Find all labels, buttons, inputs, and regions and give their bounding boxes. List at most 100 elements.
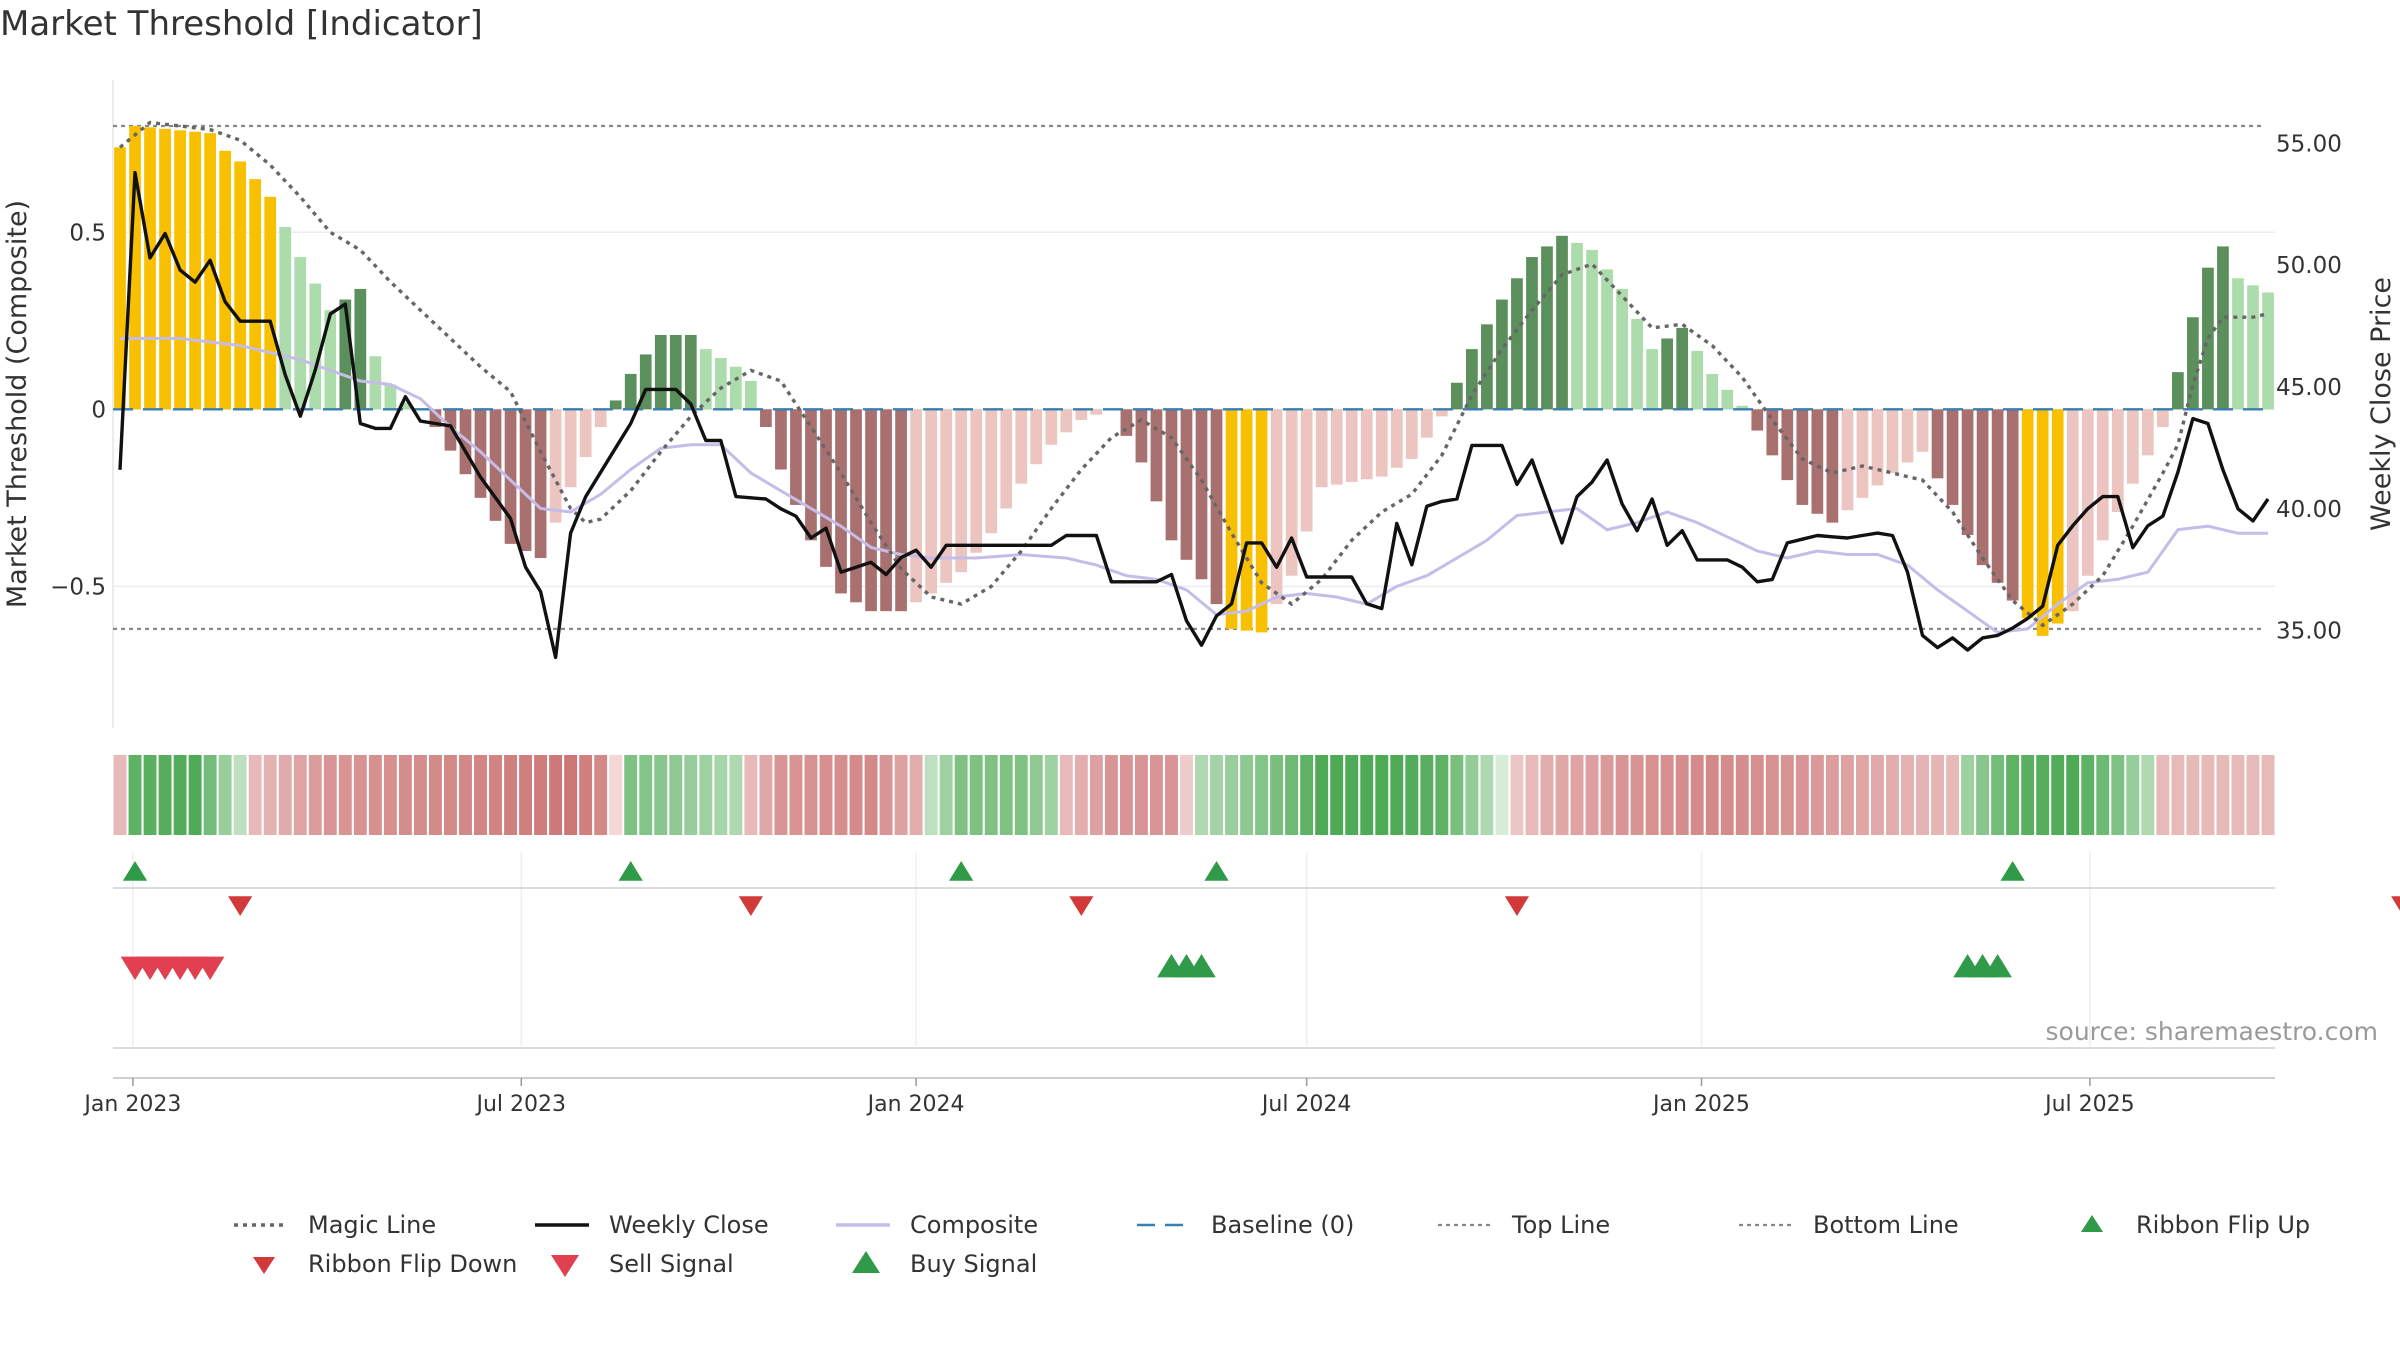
histogram-bar (790, 409, 802, 505)
histogram-bar (1135, 409, 1148, 463)
histogram-bar (1991, 409, 2004, 583)
ribbon-flip-down-marker (2391, 896, 2400, 911)
ribbon-cell (158, 755, 172, 835)
left-tick-label: −0.5 (50, 574, 106, 600)
histogram-bar (1841, 409, 1854, 511)
ribbon-cell (1360, 755, 1374, 835)
histogram-bar (835, 409, 847, 594)
sell-signal-marker (195, 956, 225, 980)
histogram-bar (1330, 409, 1343, 485)
histogram-bar (699, 349, 712, 410)
ribbon-cell (804, 755, 818, 835)
histogram-bar (579, 409, 592, 458)
ribbon-cell (1540, 755, 1554, 835)
ribbon-cell (248, 755, 262, 835)
histogram-bar (204, 133, 216, 410)
histogram-bar (1030, 409, 1043, 465)
histogram-bar (324, 310, 337, 410)
legend-swatch (253, 1257, 275, 1274)
ribbon-cell (323, 755, 337, 835)
ribbon-cell (1435, 755, 1449, 835)
ribbon-cell (368, 755, 382, 835)
histogram-bar (339, 299, 352, 410)
ribbon-cell (128, 755, 142, 835)
ribbon-cell (939, 755, 953, 835)
histogram-bar (1255, 409, 1268, 633)
histogram-bar (1165, 409, 1178, 541)
histogram-bar (189, 131, 201, 410)
histogram-bar (504, 409, 517, 544)
weekly-close-line (118, 170, 2270, 660)
histogram-bar (1360, 409, 1373, 480)
legend-item: Ribbon Flip Up (2081, 1211, 2310, 1239)
legend-label: Buy Signal (910, 1250, 1037, 1278)
ribbon-cell (504, 755, 518, 835)
histogram-bar (805, 409, 817, 541)
ribbon-cell (2216, 755, 2230, 835)
histogram-bar (399, 402, 412, 410)
legend-item: Ribbon Flip Down (253, 1250, 517, 1278)
ribbon-cell (594, 755, 608, 835)
ribbon-flip-up-marker (2000, 861, 2025, 881)
histogram-bar (2232, 278, 2244, 410)
histogram-bar (1000, 409, 1013, 509)
histogram-bar (925, 409, 937, 594)
legend-item: Baseline (0) (1137, 1211, 1354, 1239)
histogram-bar (1751, 409, 1764, 431)
ribbon-cell (1720, 755, 1734, 835)
ribbon-cell (909, 755, 923, 835)
histogram-bar (1195, 409, 1208, 580)
ribbon-cell (459, 755, 472, 835)
ribbon-cell (1300, 755, 1314, 835)
histogram-bar (1315, 409, 1328, 488)
ribbon-cell (654, 755, 668, 835)
ribbon-cell (1029, 755, 1043, 835)
left-tick-label: 0 (91, 397, 106, 423)
right-tick-label: 55.00 (2276, 131, 2342, 157)
histogram-bar (2096, 409, 2109, 541)
ribbon-cell (1270, 755, 1284, 835)
ribbon-flip-down-marker (1069, 896, 1094, 916)
histogram-bar (970, 409, 983, 553)
histogram-bar (895, 409, 907, 612)
histogram-bar (1976, 409, 1989, 566)
ribbon-cell (2006, 755, 2020, 835)
legend-item: Top Line (1438, 1211, 1610, 1239)
histogram-bar (1015, 409, 1028, 484)
buy-signal-marker (1187, 954, 1216, 978)
ribbon-cell (398, 755, 412, 835)
histogram-bar (1931, 409, 1944, 479)
histogram-bar (1466, 349, 1478, 410)
histogram-bar (654, 334, 667, 410)
legend-item: Weekly Close (535, 1211, 769, 1239)
histogram-bar (309, 283, 322, 410)
ribbon-cell (999, 755, 1013, 835)
histogram-bar (1721, 389, 1734, 410)
ribbon-cell (624, 755, 638, 835)
ribbon-cell (1285, 755, 1299, 835)
ribbon-cell (2111, 755, 2125, 835)
composite-line (120, 337, 2268, 634)
histogram-bar (1060, 409, 1073, 433)
histogram-bar (1691, 350, 1704, 410)
histogram-bar (1451, 382, 1463, 410)
ribbon-cell (1705, 755, 1719, 835)
histogram-bar (1210, 409, 1223, 605)
ribbon-cell (789, 755, 803, 835)
ribbon-cell (1780, 755, 1794, 835)
ribbon-cell (263, 755, 277, 835)
ribbon-cell (1405, 755, 1419, 835)
ribbon-cell (2036, 755, 2050, 835)
ribbon-cell (1991, 755, 2005, 835)
legend-item: Sell Signal (551, 1250, 734, 1278)
ribbon-cell (413, 755, 427, 835)
source-note: source: sharemaestro.com (2046, 1017, 2379, 1046)
histogram-bar (1871, 409, 1884, 486)
left-axis-label: Market Threshold (Composite) (2, 200, 33, 608)
ribbon-cell (428, 755, 442, 835)
legend-label: Ribbon Flip Up (2136, 1211, 2310, 1239)
histogram-bar (1375, 409, 1388, 477)
ribbon-cell (1570, 755, 1584, 835)
ribbon-flip-down-marker (228, 896, 253, 916)
